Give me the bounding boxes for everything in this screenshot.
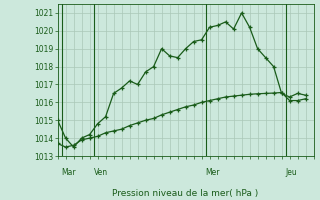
Text: Pression niveau de la mer( hPa ): Pression niveau de la mer( hPa )	[112, 189, 259, 198]
Text: Mer: Mer	[206, 168, 220, 177]
Text: Ven: Ven	[93, 168, 108, 177]
Text: Jeu: Jeu	[286, 168, 297, 177]
Text: Mar: Mar	[61, 168, 76, 177]
